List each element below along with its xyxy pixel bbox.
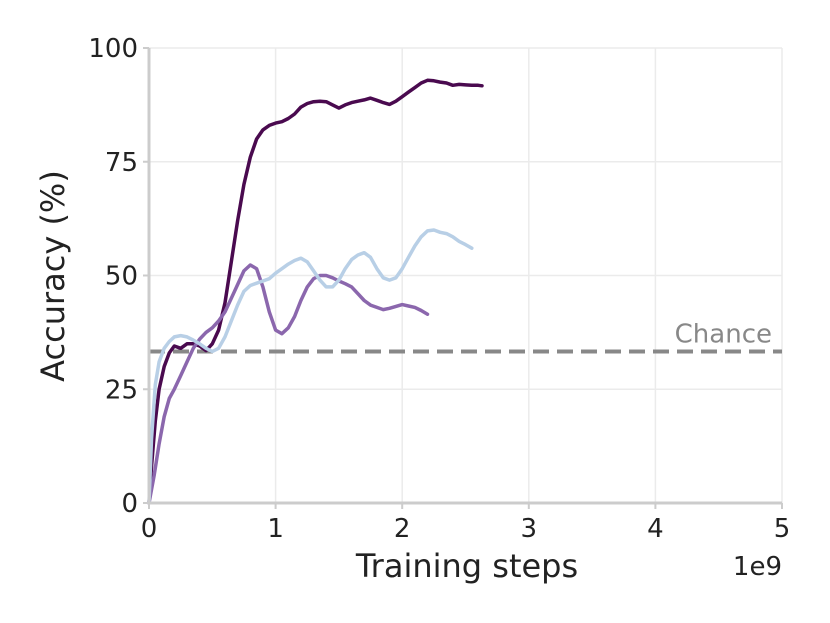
- x-tick-label-2: 2: [394, 514, 411, 544]
- chance-label: Chance: [675, 319, 772, 349]
- y-tick-label-2: 50: [105, 262, 138, 292]
- series-line-1: [147, 263, 430, 505]
- axes: [143, 47, 783, 509]
- series-group: [147, 78, 484, 505]
- x-tick-label-5: 5: [774, 514, 791, 544]
- series-line-2: [147, 228, 474, 505]
- reference-line-group: Chance: [149, 319, 782, 354]
- grid: [149, 47, 783, 503]
- y-tick-label-1: 25: [105, 375, 138, 405]
- x-tick-label-1: 1: [267, 514, 284, 544]
- y-tick-label-4: 100: [88, 34, 138, 64]
- y-tick-label-3: 75: [105, 148, 138, 178]
- x-axis-title: Training steps: [355, 547, 578, 585]
- y-axis-title: Accuracy (%): [34, 170, 72, 382]
- y-tick-label-0: 0: [121, 489, 138, 519]
- x-tick-label-0: 0: [141, 514, 158, 544]
- x-tick-label-4: 4: [647, 514, 664, 544]
- series-line-0: [147, 78, 484, 505]
- x-axis-multiplier: 1e9: [733, 552, 782, 582]
- x-tick-label-3: 3: [521, 514, 538, 544]
